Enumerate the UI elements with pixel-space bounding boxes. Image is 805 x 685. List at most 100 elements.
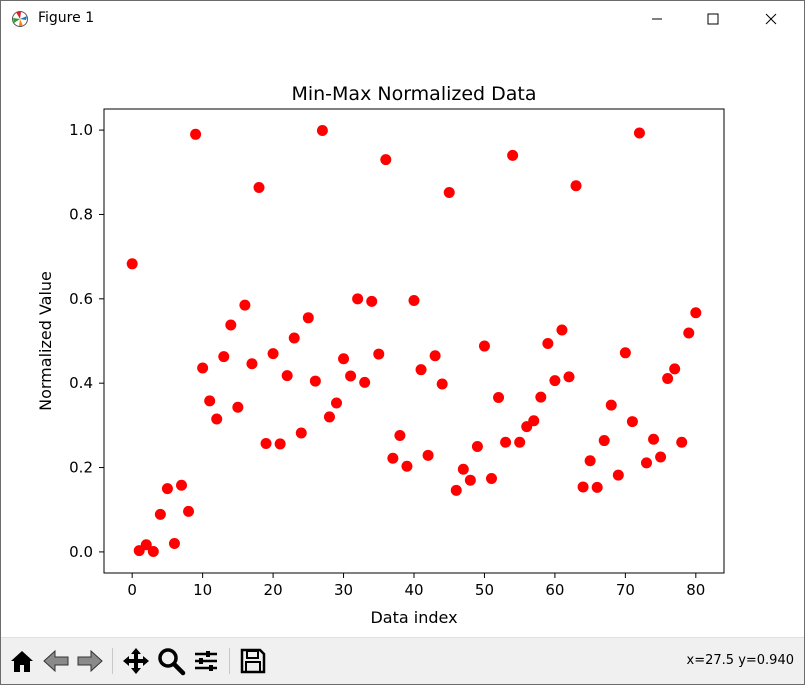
x-axis-label: Data index <box>370 608 457 627</box>
data-point <box>549 375 561 387</box>
y-tick-label: 0.4 <box>69 374 93 392</box>
data-point <box>486 473 497 485</box>
navigation-toolbar: x=27.5 y=0.940 <box>1 637 804 684</box>
data-point <box>345 370 357 382</box>
data-point <box>154 508 166 520</box>
data-point <box>478 340 490 352</box>
data-point <box>316 125 328 137</box>
data-point <box>401 460 413 472</box>
zoom-icon <box>158 648 186 676</box>
data-point <box>352 293 364 305</box>
data-point <box>394 429 406 441</box>
y-axis-ticks: 0.0 0.2 0.4 0.6 0.8 1.0 <box>69 121 104 561</box>
data-point <box>443 187 455 199</box>
back-arrow-icon <box>43 649 69 673</box>
data-point <box>450 484 462 496</box>
data-point <box>140 539 152 551</box>
data-point <box>373 348 385 360</box>
y-tick-label: 0.6 <box>69 290 93 308</box>
pan-button[interactable] <box>121 646 151 676</box>
data-points <box>126 125 702 557</box>
data-point <box>204 395 216 407</box>
home-icon <box>11 651 33 672</box>
home-button[interactable] <box>7 646 37 676</box>
data-point <box>253 181 265 193</box>
data-point <box>197 362 209 374</box>
y-axis-label: Normalized Value <box>36 271 55 411</box>
data-point <box>239 299 251 311</box>
data-point <box>436 378 448 390</box>
x-tick-label: 70 <box>616 581 635 599</box>
data-point <box>176 479 187 491</box>
data-point <box>676 436 688 448</box>
data-point <box>288 332 300 344</box>
minimize-button[interactable] <box>634 1 680 37</box>
x-tick-label: 0 <box>127 581 137 599</box>
data-point <box>556 324 568 336</box>
configure-subplots-button[interactable] <box>191 646 221 676</box>
data-point <box>380 154 392 166</box>
data-point <box>168 537 180 549</box>
data-point <box>591 481 603 493</box>
cursor-coordinates: x=27.5 y=0.940 <box>686 653 794 668</box>
back-button[interactable] <box>41 646 71 676</box>
data-point <box>331 397 342 409</box>
data-point <box>612 469 624 481</box>
data-point <box>338 353 350 365</box>
data-point <box>598 435 610 447</box>
data-point <box>161 483 173 495</box>
x-axis-ticks: 0 10 20 30 40 50 60 70 80 <box>127 573 705 599</box>
x-tick-label: 20 <box>264 581 283 599</box>
data-point <box>669 363 681 375</box>
data-point <box>641 457 652 469</box>
matplotlib-logo-icon <box>11 10 29 28</box>
save-icon <box>240 648 266 674</box>
save-button[interactable] <box>238 646 268 676</box>
data-point <box>683 327 695 339</box>
data-point <box>190 128 202 140</box>
data-point <box>147 545 159 557</box>
zoom-button[interactable] <box>156 646 186 676</box>
data-point <box>507 149 519 161</box>
data-point <box>267 348 279 360</box>
data-point <box>619 347 631 359</box>
minimize-icon <box>652 18 662 20</box>
data-point <box>690 307 702 319</box>
y-tick-label: 1.0 <box>69 121 93 139</box>
data-point <box>359 376 371 388</box>
forward-arrow-icon <box>77 649 103 673</box>
data-point <box>274 438 286 450</box>
close-button[interactable] <box>748 1 794 37</box>
close-icon <box>765 13 777 25</box>
configure-subplots-icon <box>195 651 217 671</box>
data-point <box>471 440 483 452</box>
forward-button[interactable] <box>75 646 105 676</box>
data-point <box>457 463 469 475</box>
y-tick-label: 0.8 <box>69 205 93 223</box>
maximize-icon <box>707 13 719 25</box>
data-point <box>605 399 617 411</box>
data-point <box>387 452 399 464</box>
toolbar-separator <box>229 648 230 674</box>
x-tick-label: 40 <box>404 581 423 599</box>
x-tick-label: 30 <box>334 581 353 599</box>
data-point <box>500 436 512 448</box>
data-point <box>232 401 244 413</box>
data-point <box>535 391 547 403</box>
scatter-chart: Min-Max Normalized Data Data index Norma… <box>36 83 725 627</box>
data-point <box>528 415 540 427</box>
figure-canvas[interactable]: Min-Max Normalized Data Data index Norma… <box>1 37 804 637</box>
maximize-button[interactable] <box>690 1 736 37</box>
axes-frame <box>103 108 725 574</box>
x-tick-label: 50 <box>475 581 494 599</box>
chart-title: Min-Max Normalized Data <box>291 83 536 105</box>
y-tick-label: 0.0 <box>69 543 93 561</box>
data-point <box>366 295 378 307</box>
data-point <box>570 180 582 192</box>
title-bar[interactable]: Figure 1 <box>1 1 804 37</box>
x-tick-label: 10 <box>193 581 212 599</box>
data-point <box>563 371 575 383</box>
data-point <box>633 127 645 139</box>
data-point <box>183 505 195 517</box>
